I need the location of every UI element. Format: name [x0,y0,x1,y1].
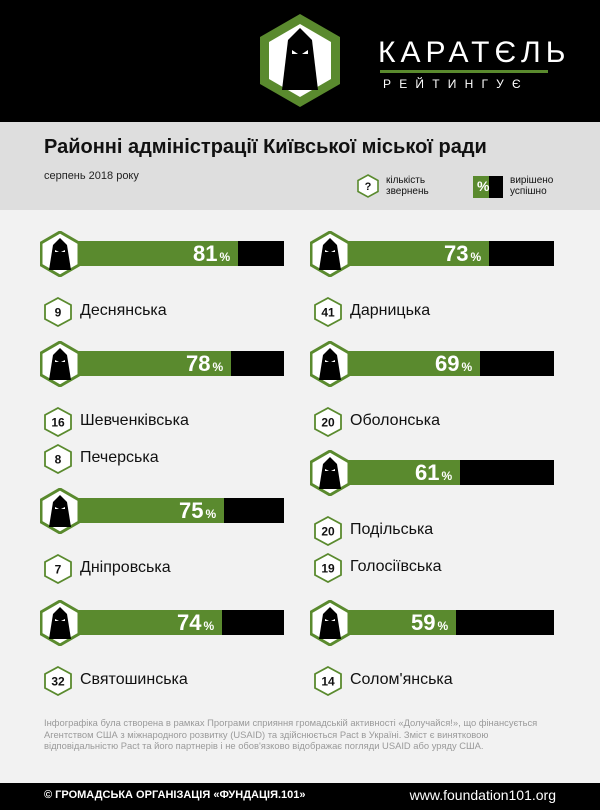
success-rate-unit: % [203,619,215,633]
success-rate-value: 78 [186,351,211,376]
district-name: Солом'янська [350,671,453,688]
request-count-value: 7 [55,563,62,577]
success-rate-label: 59% [411,610,448,635]
request-count-badge: 9 [44,297,72,327]
brand-subtitle: РЕЙТИНГУЄ [383,77,529,91]
district-name: Дарницька [350,302,431,319]
request-count-badge: 8 [44,444,72,474]
success-rate-unit: % [205,507,217,521]
success-rate-value: 81 [193,241,218,266]
legend-count-badge: ? [357,174,379,198]
request-count-value: 16 [51,416,65,430]
success-rate-value: 74 [177,610,202,635]
district-name: Шевченківська [80,412,189,429]
request-count-value: 41 [321,306,335,320]
hooded-figure-icon [310,341,350,387]
page-title: Районні адміністрації Київської міської … [44,136,487,158]
hooded-figure-icon [40,341,80,387]
legend-count-label-line1: кількість [386,175,426,186]
legend-pct-green [473,176,489,198]
success-rate-unit: % [437,619,449,633]
success-rate-unit: % [461,360,473,374]
district-name: Деснянська [80,302,167,319]
request-count-badge: 7 [44,554,72,584]
district-name: Подільська [350,521,434,538]
success-rate-value: 75 [179,498,204,523]
hooded-figure-icon [40,231,80,277]
hooded-figure-icon [310,231,350,277]
success-rate-label: 69% [435,351,472,376]
request-count-badge: 16 [44,407,72,437]
legend-pct-label: вирішено успішно [510,175,553,197]
district-name: Голосіївська [350,558,442,575]
legend-count-symbol: ? [365,181,372,193]
district-name: Печерська [80,449,159,466]
request-count-badge: 19 [314,553,342,583]
success-rate-bar: 69% [314,351,554,376]
footer-bar [0,783,600,810]
legend-count-label: кількість звернень [386,175,429,197]
hooded-figure-logo-icon [260,14,340,107]
footer-website-link[interactable]: www.foundation101.org [409,787,556,803]
district-name: Святошинська [80,671,188,688]
success-rate-bar: 81% [44,241,284,266]
legend-count-label-line2: звернень [386,186,429,197]
request-count-badge: 32 [44,666,72,696]
success-rate-unit: % [212,360,224,374]
success-rate-value: 73 [444,241,469,266]
hooded-figure-icon [310,600,350,646]
request-count-badge: 20 [314,516,342,546]
success-rate-label: 61% [415,460,452,485]
hooded-figure-icon [40,600,80,646]
legend-pct-swatch: % [473,176,503,198]
request-count-value: 9 [55,306,62,320]
district-name: Дніпровська [80,559,171,576]
success-rate-bar: 74% [44,610,284,635]
success-rate-bar: 78% [44,351,284,376]
district-name: Оболонська [350,412,440,429]
legend-pct-symbol: % [477,178,490,194]
request-count-badge: 20 [314,407,342,437]
success-rate-unit: % [219,250,231,264]
success-rate-label: 74% [177,610,214,635]
success-rate-value: 59 [411,610,436,635]
brand-title: КАРАТЄЛЬ [378,36,571,69]
hooded-figure-icon [40,488,80,534]
success-rate-label: 81% [193,241,230,266]
footer-copyright: © ГРОМАДСЬКА ОРГАНІЗАЦІЯ «ФУНДАЦІЯ.101» [44,789,306,801]
request-count-value: 32 [51,675,65,689]
success-rate-value: 69 [435,351,460,376]
disclaimer-note: Інфографіка була створена в рамках Прогр… [44,717,538,751]
request-count-value: 20 [321,525,335,539]
request-count-badge: 41 [314,297,342,327]
request-count-value: 8 [55,453,62,467]
success-rate-label: 73% [444,241,481,266]
page-subtitle: серпень 2018 року [44,170,139,182]
request-count-value: 19 [321,562,335,576]
legend-pct-label-line2: успішно [510,186,547,197]
legend-pct-label-line1: вирішено [510,175,554,186]
request-count-value: 20 [321,416,335,430]
success-rate-value: 61 [415,460,440,485]
hooded-figure-icon [310,450,350,496]
success-rate-bar: 73% [314,241,554,266]
request-count-badge: 14 [314,666,342,696]
request-count-value: 14 [321,675,335,689]
success-rate-bar: 61% [314,460,554,485]
success-rate-label: 78% [186,351,223,376]
brand-divider [380,70,548,73]
success-rate-bar: 59% [314,610,554,635]
success-rate-unit: % [470,250,482,264]
success-rate-unit: % [441,469,453,483]
success-rate-label: 75% [179,498,216,523]
success-rate-bar: 75% [44,498,284,523]
